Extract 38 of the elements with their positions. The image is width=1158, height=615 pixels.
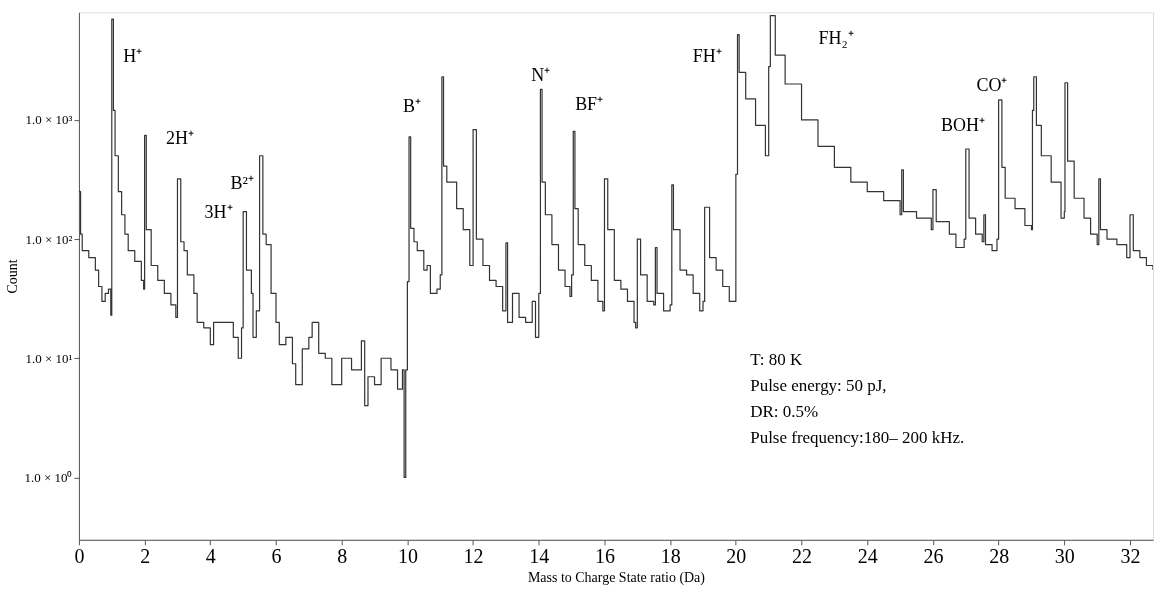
x-tick-label: 4 [205,545,216,568]
x-tick-label: 20 [726,545,747,568]
annotation: B⁺ [402,96,421,117]
x-tick-label: 24 [857,545,878,568]
annotation: DR: 0.5% [750,402,819,422]
y-tick-label: 1.0 × 10³ [25,112,73,128]
x-tick-label: 6 [271,545,282,568]
annotation: B²⁺ [230,172,254,193]
x-tick-label: 32 [1120,545,1141,568]
annotation: CO⁺ [976,75,1008,96]
x-tick-label: 12 [463,545,484,568]
y-tick-label: 1.0 × 10⁰ [24,469,73,485]
y-tick-label: 1.0 × 10² [25,231,73,247]
x-tick-label: 18 [660,545,681,568]
annotation: FH⁺ [692,46,722,67]
y-axis-title: Count [5,259,21,294]
x-tick-label: 30 [1054,545,1075,568]
x-tick-label: 2 [140,545,151,568]
x-axis-title: Mass to Charge State ratio (Da) [527,570,706,587]
annotation: Pulse frequency:180– 200 kHz. [750,428,965,448]
x-tick-label: 8 [337,545,348,568]
x-tick-label: 10 [397,545,418,568]
x-tick-label: 22 [792,545,813,568]
annotation: 2H⁺ [165,127,194,148]
annotation: 3H⁺ [204,201,233,222]
x-tick-label: 0 [74,545,85,568]
annotation: BF⁺ [575,93,604,114]
annotation: BOH⁺ [940,114,985,135]
annotation: T: 80 K [750,350,803,370]
x-tick-label: 26 [923,545,944,568]
x-tick-label: 14 [529,545,550,568]
x-tick-label: 16 [594,545,615,568]
annotation: Pulse energy: 50 pJ, [750,376,887,396]
annotation: FH₂⁺ [818,27,854,48]
y-tick-label: 1.0 × 10¹ [25,350,73,366]
annotation: H⁺ [123,46,143,67]
annotation: N⁺ [531,64,551,85]
x-tick-label: 28 [989,545,1010,568]
